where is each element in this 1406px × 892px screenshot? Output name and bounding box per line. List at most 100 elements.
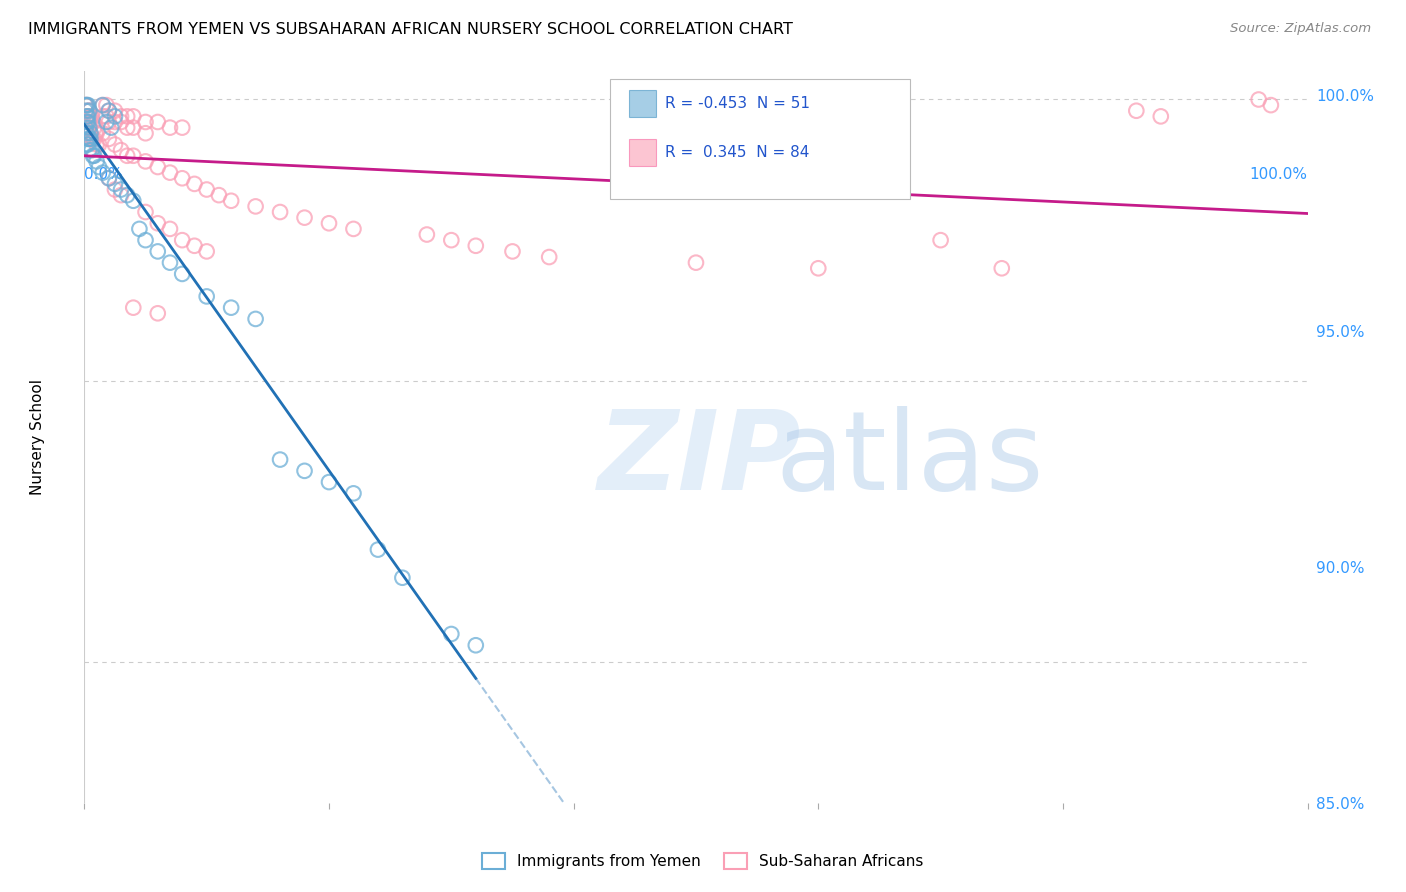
Point [86,154,108,169]
Point [502,244,524,259]
Point [77,115,100,129]
Point [128,222,150,236]
Point [104,115,127,129]
Point [76,137,98,152]
Point [440,233,463,247]
Point [110,188,132,202]
Point [96,98,118,112]
Text: atlas: atlas [776,406,1045,513]
Point [79,115,101,129]
Point [685,255,707,269]
Point [146,160,169,174]
Point [80,132,103,146]
Point [77,109,100,123]
Point [464,638,486,652]
Text: Source: ZipAtlas.com: Source: ZipAtlas.com [1230,22,1371,36]
Point [91,98,114,112]
Text: R = -0.453  N = 51: R = -0.453 N = 51 [665,96,810,111]
Text: ZIP: ZIP [598,406,801,513]
Point [416,227,439,242]
Point [91,166,114,180]
Point [79,109,101,123]
Point [79,126,101,140]
Point [172,267,194,281]
Point [77,120,100,135]
Point [1125,103,1147,118]
Point [294,211,316,225]
Point [84,126,107,140]
Point [135,154,157,169]
Text: 0.0%: 0.0% [84,167,124,182]
Point [146,244,169,259]
Point [87,137,110,152]
Point [86,137,108,152]
Point [135,115,157,129]
Point [991,261,1014,276]
Point [76,115,98,129]
Point [195,289,218,303]
Point [96,109,118,123]
Point [91,109,114,123]
Point [76,109,98,123]
Point [80,109,103,123]
Point [294,464,316,478]
Point [269,452,291,467]
Point [110,115,132,129]
Point [75,103,97,118]
Point [75,120,97,135]
Point [1150,109,1173,123]
Point [75,98,97,112]
Point [135,233,157,247]
Point [79,126,101,140]
Text: IMMIGRANTS FROM YEMEN VS SUBSAHARAN AFRICAN NURSERY SCHOOL CORRELATION CHART: IMMIGRANTS FROM YEMEN VS SUBSAHARAN AFRI… [28,22,793,37]
Point [318,216,340,230]
Point [76,126,98,140]
Point [183,239,205,253]
Point [77,120,100,135]
Point [82,149,104,163]
Point [110,143,132,157]
Point [159,166,181,180]
Point [122,109,145,123]
Point [77,103,100,118]
Point [208,188,231,202]
Point [146,115,169,129]
Point [77,132,100,146]
Point [172,233,194,247]
Point [440,627,463,641]
Point [159,120,181,135]
Point [318,475,340,489]
Point [110,109,132,123]
Point [76,98,98,112]
Point [219,194,242,208]
Point [77,137,100,152]
Point [77,109,100,123]
Point [77,120,100,135]
Point [122,120,145,135]
Point [82,132,104,146]
Point [367,542,389,557]
Point [538,250,561,264]
Point [97,132,120,146]
Point [1260,98,1282,112]
Bar [628,90,655,118]
Point [269,205,291,219]
Point [104,103,127,118]
Point [97,171,120,186]
Point [342,486,364,500]
Point [77,103,100,118]
Point [79,132,101,146]
Point [464,239,486,253]
Point [97,115,120,129]
Point [83,149,105,163]
Point [159,255,181,269]
Point [122,149,145,163]
Point [97,103,120,118]
Point [122,194,145,208]
Point [86,126,108,140]
Point [77,143,100,157]
Point [100,120,122,135]
Point [110,182,132,196]
Point [77,103,100,118]
Point [96,115,118,129]
